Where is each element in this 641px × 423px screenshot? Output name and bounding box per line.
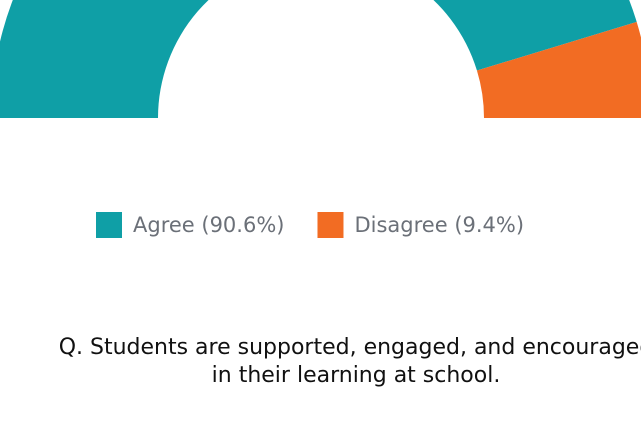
legend-label: Agree (90.6%): [133, 213, 284, 237]
donut-segment: [0, 0, 637, 118]
chart-title: Q. Students are supported, engaged, and …: [59, 335, 641, 360]
donut-segment: [476, 21, 641, 118]
legend-swatch: [96, 212, 122, 238]
legend-swatch: [317, 212, 344, 238]
chart-title: in their learning at school.: [212, 363, 501, 388]
legend-label: Disagree (9.4%): [354, 213, 524, 237]
